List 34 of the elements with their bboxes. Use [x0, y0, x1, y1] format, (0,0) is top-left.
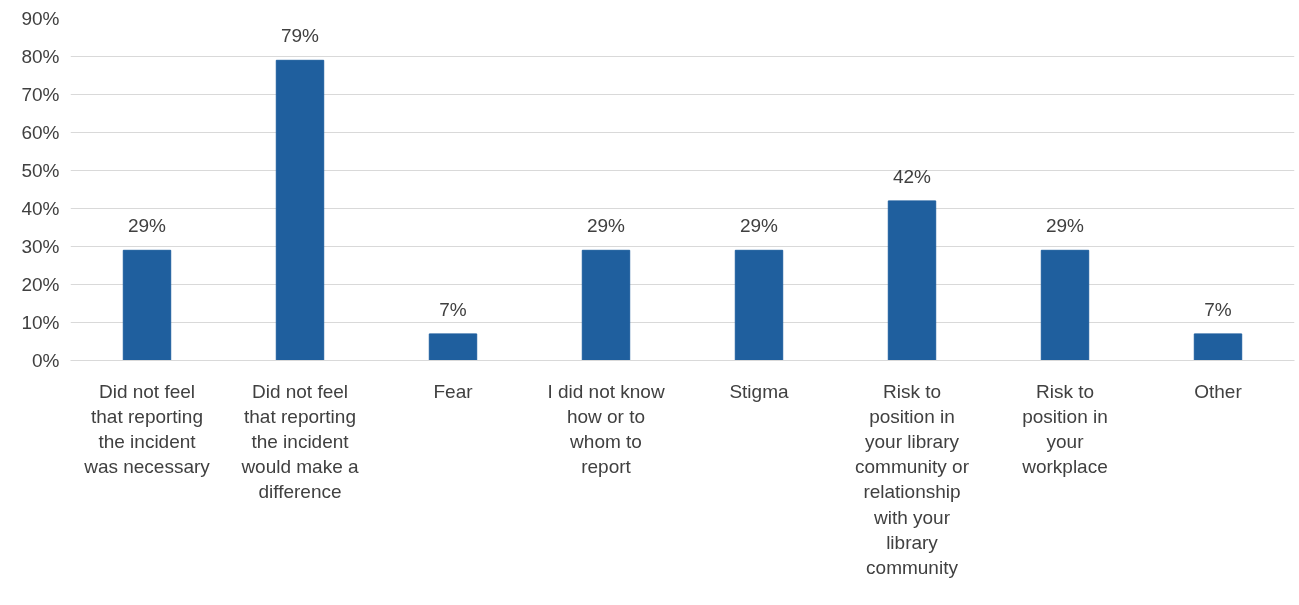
data-label: 7% — [1204, 298, 1232, 320]
y-tick-label: 60% — [21, 122, 60, 143]
data-label: 29% — [739, 215, 779, 237]
bar — [734, 249, 784, 361]
data-label: 29% — [1045, 215, 1085, 237]
x-tick-label: Did not feel that reporting the incident was necessary — [83, 380, 211, 478]
data-label: 29% — [586, 215, 626, 237]
data-label: 42% — [892, 165, 932, 187]
bar — [122, 249, 172, 361]
x-tick-label: Risk to position in your workplace — [1021, 380, 1108, 478]
data-label: 29% — [127, 215, 167, 237]
bar — [1040, 249, 1090, 361]
y-tick-label: 20% — [21, 274, 60, 295]
bar — [887, 200, 937, 361]
bar — [428, 333, 478, 361]
y-tick-label: 70% — [21, 84, 60, 105]
x-tick-label: Risk to position in your library community or relationship with your library community — [854, 380, 970, 578]
y-tick-label: 0% — [32, 350, 60, 371]
x-tick-label: I did not know how or to whom to report — [547, 380, 665, 478]
x-tick-label: Fear — [433, 380, 474, 402]
x-tick-label: Did not feel that reporting the incident would make a difference — [240, 380, 360, 503]
y-tick-label: 90% — [21, 8, 60, 29]
y-tick-label: 10% — [21, 312, 60, 333]
bar — [1193, 333, 1243, 361]
bar — [275, 59, 325, 361]
x-tick-label: Stigma — [729, 380, 789, 402]
x-tick-label: Other — [1194, 380, 1243, 402]
y-tick-label: 80% — [21, 46, 60, 67]
data-label: 7% — [439, 298, 467, 320]
y-tick-label: 30% — [21, 236, 60, 257]
bar — [581, 249, 631, 361]
y-tick-label: 50% — [21, 160, 60, 181]
y-tick-label: 40% — [21, 198, 60, 219]
data-label: 79% — [280, 25, 320, 47]
